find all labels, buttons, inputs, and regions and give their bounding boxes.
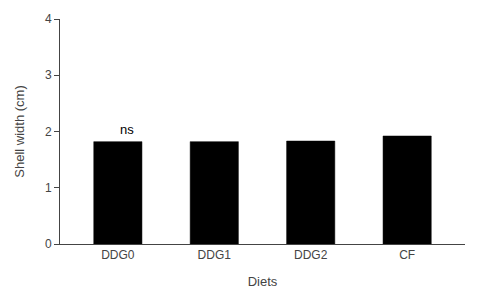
svg-text:0: 0 — [45, 237, 52, 251]
svg-text:DDG2: DDG2 — [294, 248, 328, 262]
svg-text:4: 4 — [45, 12, 52, 26]
svg-text:DDG0: DDG0 — [101, 248, 135, 262]
svg-text:3: 3 — [45, 68, 52, 82]
svg-text:2: 2 — [45, 125, 52, 139]
svg-text:ns: ns — [120, 122, 134, 137]
svg-text:DDG1: DDG1 — [198, 248, 232, 262]
svg-text:Diets: Diets — [248, 274, 278, 289]
svg-text:Shell width (cm): Shell width (cm) — [12, 85, 27, 177]
svg-text:1: 1 — [45, 181, 52, 195]
svg-text:CF: CF — [399, 248, 415, 262]
